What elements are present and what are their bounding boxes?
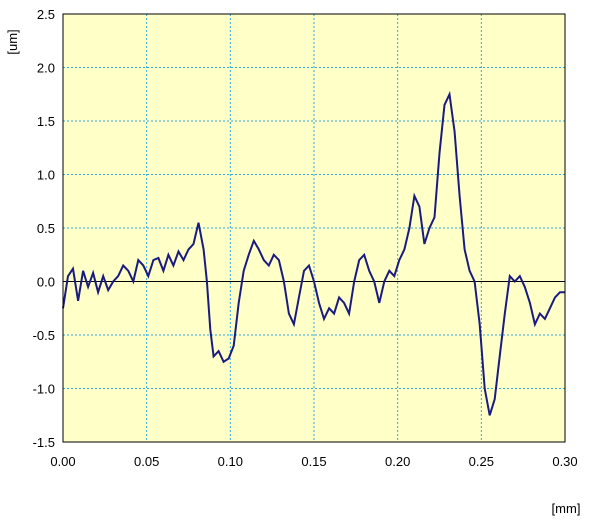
x-tick-label: 0.20	[385, 454, 410, 469]
plot-border	[62, 13, 566, 443]
x-tick-label: 0.30	[552, 454, 577, 469]
grid-lines	[63, 14, 565, 442]
x-axis-label: [mm]	[552, 501, 581, 516]
y-axis-label: [um]	[5, 29, 20, 54]
x-tick-labels: 0.00 0.05 0.10 0.15 0.20 0.25 0.30	[50, 454, 577, 469]
x-tick-label: 0.00	[50, 454, 75, 469]
y-tick-label: -1.5	[33, 435, 55, 450]
y-tick-label: -0.5	[33, 328, 55, 343]
y-tick-label: 1.5	[37, 114, 55, 129]
y-tick-label: 0.5	[37, 221, 55, 236]
y-tick-label: 2.0	[37, 61, 55, 76]
y-tick-label: 0.0	[37, 275, 55, 290]
x-tick-label: 0.15	[301, 454, 326, 469]
y-tick-label: 1.0	[37, 168, 55, 183]
x-tick-label: 0.10	[218, 454, 243, 469]
y-tick-label: 2.5	[37, 7, 55, 22]
y-tick-label: -1.0	[33, 382, 55, 397]
x-tick-label: 0.25	[469, 454, 494, 469]
y-tick-labels: 2.5 2.0 1.5 1.0 0.5 0.0 -0.5 -1.0 -1.5	[33, 7, 55, 450]
x-tick-label: 0.05	[134, 454, 159, 469]
data-series-line	[62, 90, 565, 416]
